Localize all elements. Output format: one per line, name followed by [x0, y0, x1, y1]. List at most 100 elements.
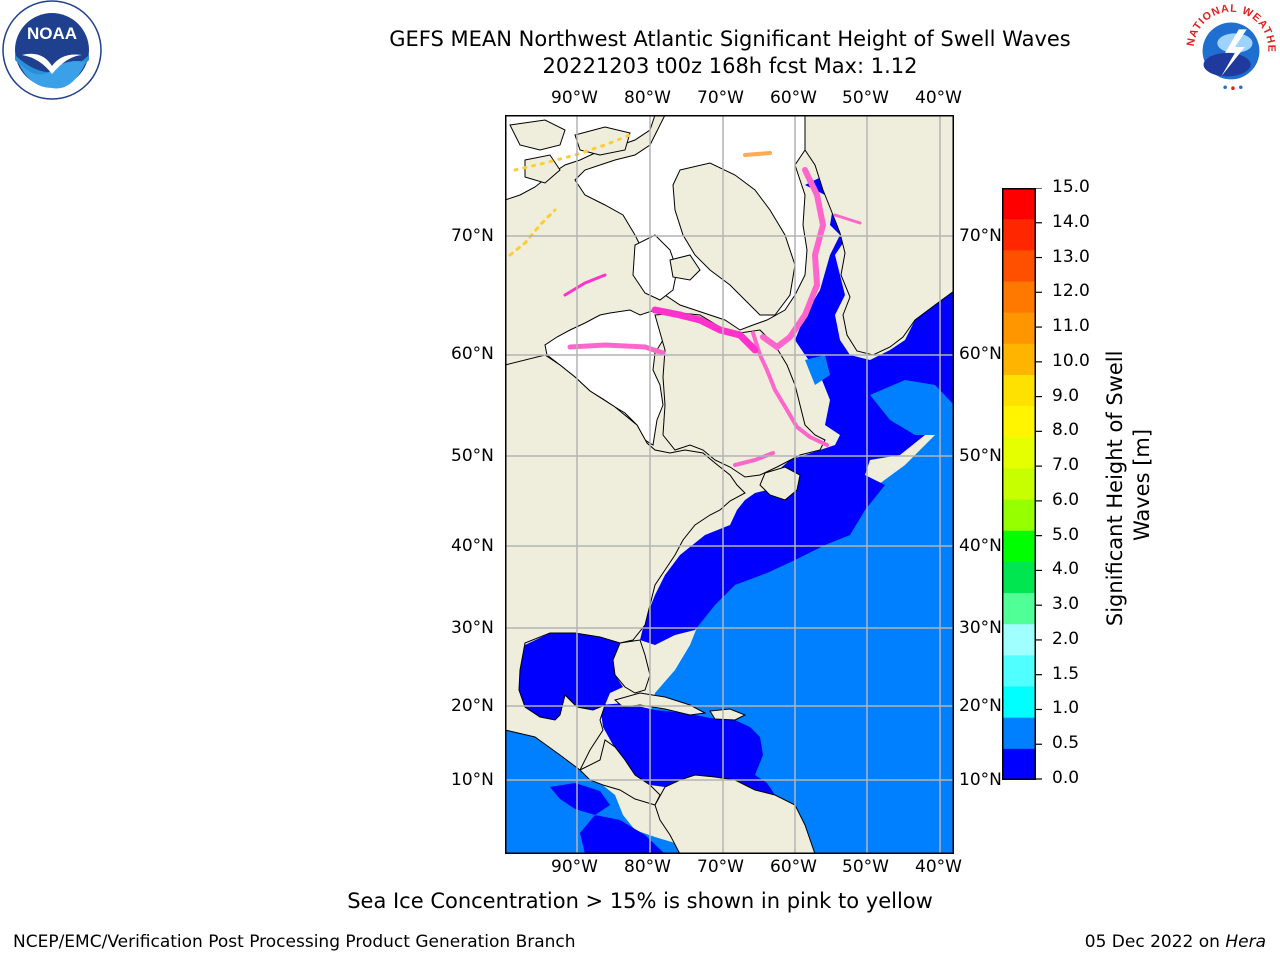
sea-ice-fringe	[508, 131, 862, 467]
map-panel	[505, 115, 954, 854]
colorbar-swatch	[1002, 281, 1036, 314]
lat-label: 60°N	[959, 344, 1002, 364]
colorbar-swatch	[1002, 312, 1036, 345]
florida	[612, 639, 651, 694]
lat-label: 20°N	[451, 696, 494, 716]
ocean-swell-0.5-1.0-patch	[805, 355, 830, 385]
colorbar-swatch	[1002, 406, 1036, 438]
lat-label: 40°N	[959, 536, 1002, 556]
colorbar-tick-label: 3.0	[1052, 594, 1080, 615]
lon-label: 80°W	[624, 857, 671, 877]
colorbar-tick-label: 11.0	[1052, 316, 1090, 337]
lon-label: 60°W	[770, 857, 817, 877]
pacific-shelf	[550, 783, 610, 815]
sea-ice-note: Sea Ice Concentration > 15% is shown in …	[347, 889, 933, 913]
colorbar-swatch	[1002, 593, 1036, 625]
colorbar-tick-label: 12.0	[1052, 281, 1090, 302]
colorbar-tick-label: 14.0	[1052, 211, 1090, 232]
colorbar-tick-label: 2.0	[1052, 628, 1080, 649]
lon-label: 40°W	[915, 857, 962, 877]
noaa-logo-text: NOAA	[27, 24, 77, 43]
colorbar-tick-label: 9.0	[1052, 385, 1080, 406]
lon-label: 70°W	[697, 857, 744, 877]
pacific-shelf	[580, 815, 665, 854]
colorbar-swatch	[1002, 250, 1036, 282]
chart-title: GEFS MEAN Northwest Atlantic Significant…	[389, 27, 1071, 51]
chart-subtitle: 20221203 t00z 168h fcst Max: 1.12	[542, 54, 918, 78]
noaa-logo: NOAA	[2, 0, 102, 100]
colorbar-swatch	[1002, 343, 1036, 376]
lon-label: 50°W	[842, 857, 889, 877]
newfoundland	[759, 466, 801, 501]
colorbar-swatch	[1002, 748, 1036, 780]
colorbar-tick-label: 1.0	[1052, 698, 1080, 719]
colorbar-swatch	[1002, 655, 1036, 688]
colorbar-tick-label: 7.0	[1052, 455, 1080, 476]
colorbar-tick-label: 4.0	[1052, 559, 1080, 580]
labrador-quebec	[654, 312, 826, 478]
colorbar-swatch	[1002, 530, 1036, 563]
colorbar-tick-label: 13.0	[1052, 246, 1090, 267]
lon-label: 80°W	[624, 88, 671, 108]
colorbar-tick-label: 10.0	[1052, 350, 1090, 371]
central-america	[579, 739, 661, 806]
colorbar-tick-label: 8.0	[1052, 420, 1080, 441]
nws-logo: NATIONAL WEATHER SERVICE	[1182, 0, 1279, 97]
colorbar-swatch	[1002, 499, 1036, 532]
colorbar-tick-label: 15.0	[1052, 177, 1090, 197]
colorbar-swatch	[1002, 468, 1036, 501]
svg-text:Significant Height of Swell: Significant Height of Swell Waves [m]	[1103, 344, 1154, 626]
lat-label: 40°N	[451, 536, 494, 556]
gulf-of-mexico	[519, 633, 623, 720]
lat-label: 10°N	[451, 770, 494, 790]
baffin-island	[672, 162, 796, 316]
lat-label: 30°N	[451, 618, 494, 638]
lon-label: 40°W	[915, 88, 962, 108]
colorbar-swatch	[1002, 437, 1036, 469]
host-name: Hera	[1225, 932, 1266, 952]
lat-label: 70°N	[451, 226, 494, 246]
lat-label: 30°N	[959, 618, 1002, 638]
foxe-basin	[632, 234, 678, 301]
colorbar-swatch	[1002, 686, 1036, 719]
greenland	[804, 115, 954, 356]
lat-label: 50°N	[451, 446, 494, 466]
map-frame	[505, 115, 954, 854]
colorbar-swatch	[1002, 374, 1036, 407]
lat-label: 50°N	[959, 446, 1002, 466]
lon-label: 50°W	[842, 88, 889, 108]
lon-label: 70°W	[697, 88, 744, 108]
ocean-swell-0.5-1.0-patch	[870, 380, 954, 435]
colorbar-swatch	[1002, 624, 1036, 656]
lon-label: 90°W	[551, 88, 598, 108]
caribbean-sea	[600, 703, 775, 795]
lon-label: 90°W	[551, 857, 598, 877]
date-text: 05 Dec 2022 on	[1084, 932, 1226, 952]
colorbar-swatch	[1002, 717, 1036, 750]
colorbar-tick-label: 1.5	[1052, 663, 1080, 684]
colorbar-tick-label: 0.0	[1052, 768, 1080, 788]
lat-label: 70°N	[959, 226, 1002, 246]
colorbar	[1002, 188, 1042, 780]
lon-label: 60°W	[770, 88, 817, 108]
colorbar-label-line1: Significant Height of Swell	[1103, 351, 1127, 627]
southampton-island	[669, 254, 701, 281]
lat-label: 10°N	[959, 770, 1002, 790]
colorbar-swatch	[1002, 561, 1036, 594]
lat-label: 60°N	[451, 344, 494, 364]
colorbar-label-line2: Waves [m]	[1130, 429, 1154, 541]
colorbar-tick-label: 6.0	[1052, 489, 1080, 510]
colorbar-label: Significant Height of Swell Waves [m]	[1103, 344, 1154, 627]
graticule	[505, 115, 954, 854]
arctic-island	[574, 126, 631, 156]
colorbar-swatch	[1002, 219, 1036, 251]
arctic-island	[509, 119, 566, 151]
generation-date: 05 Dec 2022 on Hera	[1085, 932, 1266, 952]
colorbar-tick-label: 5.0	[1052, 524, 1080, 545]
south-america	[654, 774, 816, 854]
colorbar-swatch	[1002, 188, 1036, 220]
hispaniola	[709, 708, 747, 721]
colorbar-tick-label: 0.5	[1052, 733, 1080, 754]
lat-label: 20°N	[959, 696, 1002, 716]
producer-credit: NCEP/EMC/Verification Post Processing Pr…	[13, 932, 576, 952]
